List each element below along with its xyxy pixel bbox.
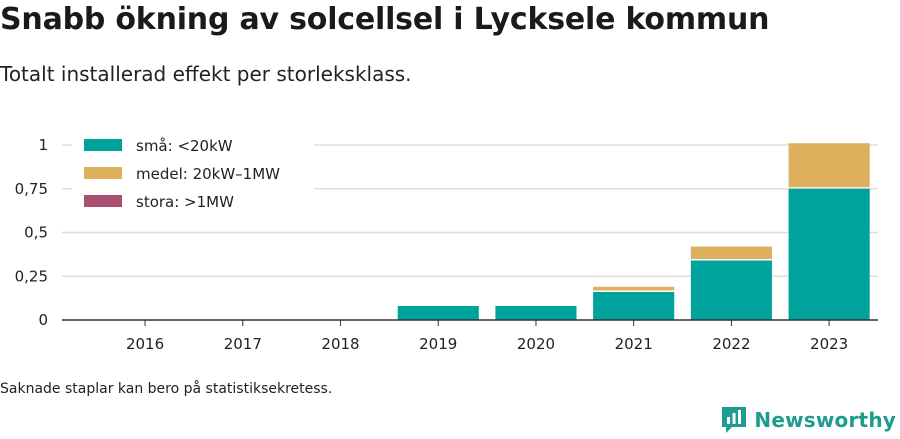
brand-name: Newsworthy (754, 408, 896, 432)
bar-medium-2021 (593, 286, 675, 291)
x-tick-label: 2022 (712, 335, 750, 353)
chart-title: Snabb ökning av solcellsel i Lycksele ko… (0, 2, 770, 37)
x-tick-label: 2020 (517, 335, 555, 353)
y-tick-label: 0,75 (15, 180, 48, 198)
y-tick-label: 0,25 (15, 267, 48, 285)
bar-small-2023 (788, 188, 870, 320)
newsworthy-logo: Newsworthy (720, 405, 896, 435)
stacked-bar-chart: 0 0,25 0,5 0,75 1 2016 2017 2018 2019 2020 2021 202… (14, 136, 878, 353)
x-tick-label: 2019 (419, 335, 457, 353)
newsworthy-icon (722, 407, 747, 433)
legend-swatch (84, 167, 122, 179)
legend-swatch (84, 195, 122, 207)
footnote: Saknade staplar kan bero på statistiksek… (0, 381, 333, 397)
legend-swatch (84, 139, 122, 151)
bar-small-2022 (690, 260, 772, 320)
chart-subtitle: Totalt installerad effekt per storlekskl… (0, 62, 412, 86)
y-tick-label: 1 (38, 136, 48, 154)
x-tick-label: 2016 (126, 335, 164, 353)
bar-small-2019 (397, 306, 479, 320)
x-tick-label: 2017 (224, 335, 262, 353)
bar-small-2021 (593, 292, 675, 320)
legend-label: stora: >1MW (136, 193, 234, 211)
bar-medium-2023 (788, 143, 870, 188)
bar-medium-2022 (690, 246, 772, 259)
x-tick-label: 2021 (615, 335, 653, 353)
x-tick-label: 2023 (810, 335, 848, 353)
x-tick-label: 2018 (321, 335, 359, 353)
y-tick-label: 0,5 (24, 224, 48, 242)
y-tick-label: 0 (38, 311, 48, 329)
legend-label: små: <20kW (136, 137, 233, 155)
legend-label: medel: 20kW–1MW (136, 165, 280, 183)
bar-small-2020 (495, 306, 577, 320)
